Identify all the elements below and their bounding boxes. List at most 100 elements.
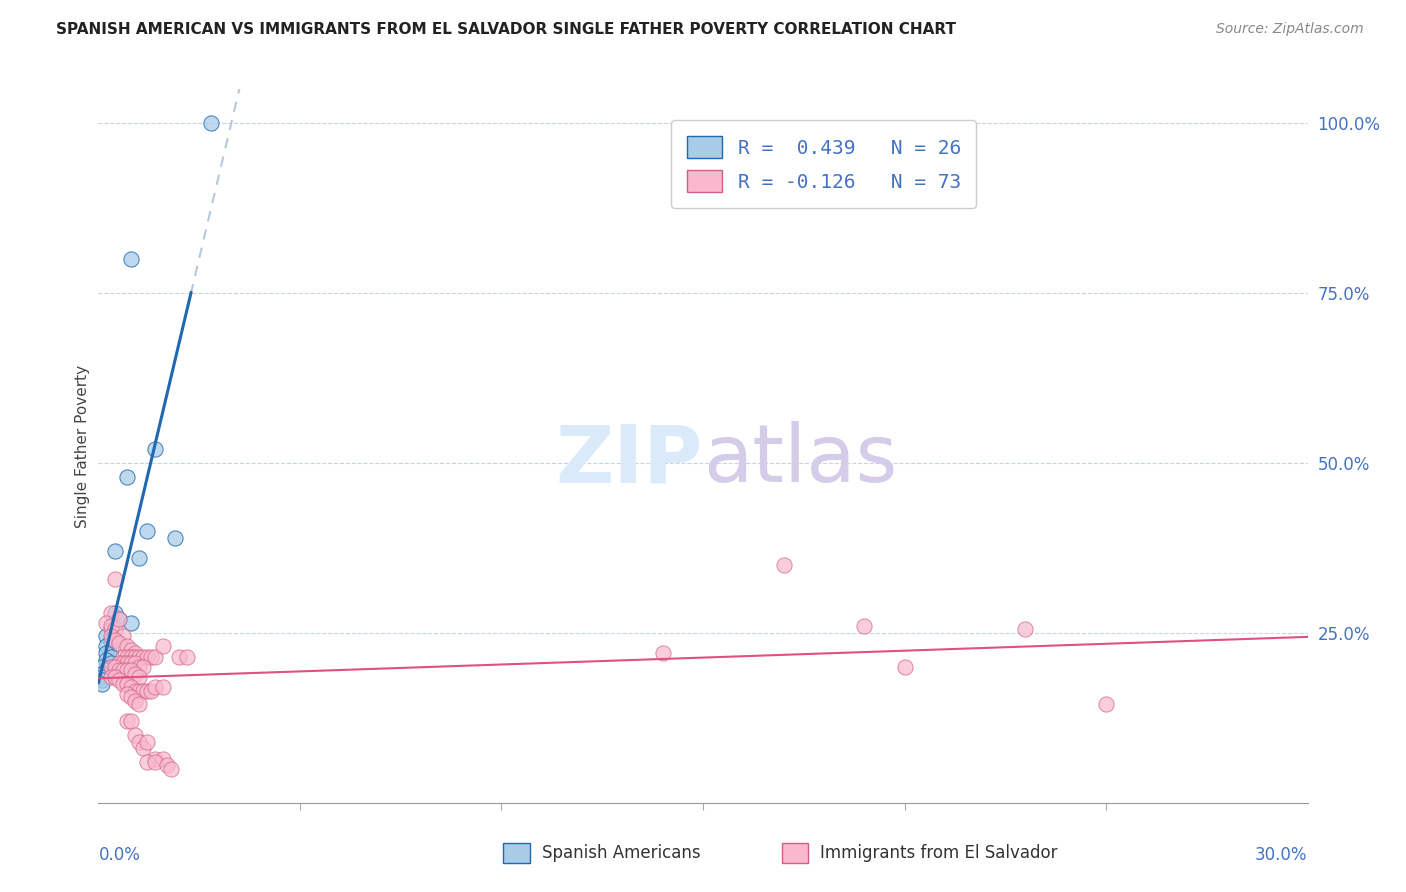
Point (107, 612, 129, 626)
Point (91, 673, 114, 688)
Point (96, 629, 118, 643)
FancyBboxPatch shape (782, 844, 808, 863)
Point (135, 683, 157, 698)
Point (143, 680, 166, 694)
Point (128, 649, 150, 664)
Point (91, 670, 114, 684)
Point (100, 657, 122, 671)
Point (200, 116, 222, 130)
Text: atlas: atlas (703, 421, 897, 500)
Point (139, 649, 162, 664)
Point (115, 687, 138, 701)
Point (143, 649, 166, 664)
Point (107, 612, 129, 626)
Point (115, 677, 138, 691)
Point (772, 558, 794, 572)
Point (152, 751, 174, 765)
Point (152, 640, 174, 654)
Point (100, 643, 122, 657)
Point (96, 653, 118, 667)
Point (103, 572, 125, 586)
Point (135, 755, 157, 769)
Point (100, 649, 122, 664)
Point (96, 646, 118, 660)
Point (91, 677, 114, 691)
Text: Spanish Americans: Spanish Americans (543, 845, 700, 863)
Point (893, 660, 915, 674)
Legend: R =  0.439   N = 26, R = -0.126   N = 73: R = 0.439 N = 26, R = -0.126 N = 73 (672, 120, 976, 208)
Point (120, 615, 142, 630)
Point (115, 714, 138, 729)
Point (128, 660, 150, 674)
Y-axis label: Single Father Poverty: Single Father Poverty (75, 365, 90, 527)
Point (128, 670, 150, 684)
Point (135, 649, 157, 664)
Point (100, 619, 122, 633)
Point (128, 683, 150, 698)
Point (139, 683, 162, 698)
Point (115, 663, 138, 677)
Point (96, 615, 118, 630)
Point (120, 657, 142, 671)
Point (167, 649, 190, 664)
Point (111, 677, 134, 691)
Point (124, 646, 146, 660)
FancyBboxPatch shape (503, 844, 530, 863)
Text: Immigrants from El Salvador: Immigrants from El Salvador (820, 845, 1057, 863)
Point (107, 673, 129, 688)
Point (111, 629, 134, 643)
Point (111, 657, 134, 671)
Point (120, 252, 142, 266)
Point (103, 660, 125, 674)
Point (143, 442, 166, 457)
Text: Source: ZipAtlas.com: Source: ZipAtlas.com (1216, 22, 1364, 37)
Point (176, 649, 198, 664)
Point (135, 734, 157, 748)
Text: SPANISH AMERICAN VS IMMIGRANTS FROM EL SALVADOR SINGLE FATHER POVERTY CORRELATIO: SPANISH AMERICAN VS IMMIGRANTS FROM EL S… (56, 22, 956, 37)
Point (156, 758, 179, 772)
Point (128, 734, 150, 748)
Text: 30.0%: 30.0% (1256, 846, 1308, 863)
Point (103, 670, 125, 684)
Point (152, 680, 174, 694)
Point (107, 663, 129, 677)
Point (132, 660, 155, 674)
Point (100, 660, 122, 674)
Point (160, 762, 183, 776)
Point (103, 632, 125, 647)
Point (124, 683, 146, 698)
Text: 0.0%: 0.0% (98, 846, 141, 863)
Point (120, 690, 142, 705)
Point (132, 683, 155, 698)
Point (124, 649, 146, 664)
Point (124, 694, 146, 708)
Point (111, 663, 134, 677)
Point (143, 751, 166, 765)
Point (1095, 698, 1118, 712)
Point (100, 606, 122, 620)
Point (103, 544, 125, 558)
Point (100, 623, 122, 637)
Point (124, 666, 146, 681)
Point (100, 632, 122, 647)
Point (107, 636, 129, 650)
Point (91, 660, 114, 674)
Point (107, 657, 129, 671)
Point (132, 741, 155, 756)
Point (124, 728, 146, 742)
Point (132, 649, 155, 664)
Point (115, 657, 138, 671)
Point (100, 670, 122, 684)
Point (128, 551, 150, 566)
Point (124, 657, 146, 671)
Point (651, 646, 673, 660)
Point (853, 619, 876, 633)
Point (128, 698, 150, 712)
Point (120, 680, 142, 694)
Point (120, 714, 142, 729)
Point (115, 469, 138, 483)
Point (96, 663, 118, 677)
Point (111, 649, 134, 664)
Point (103, 606, 125, 620)
Point (120, 663, 142, 677)
